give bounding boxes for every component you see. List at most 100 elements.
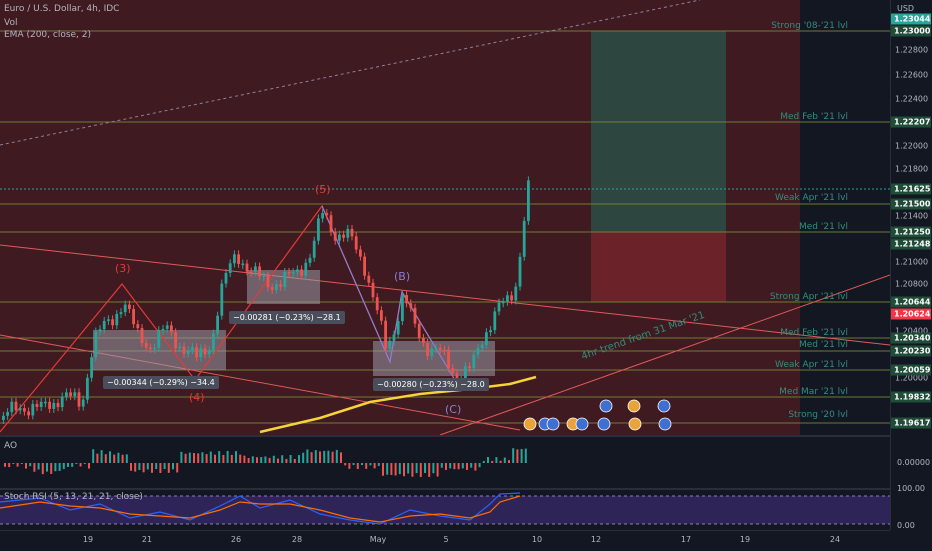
support-trendline-4hr[interactable] [439, 274, 890, 435]
candle [464, 366, 467, 380]
symbol-legend[interactable]: Euro / U.S. Dollar, 4h, IDC [4, 4, 120, 14]
event-markers[interactable] [523, 399, 672, 431]
price-tag[interactable]: 1.20644 [891, 296, 931, 308]
ao-bar [298, 455, 300, 463]
ao-bar [121, 454, 124, 463]
price-axis-label: 1.22400 [895, 94, 929, 104]
ao-bar [251, 456, 254, 463]
event-marker-icon[interactable] [627, 399, 641, 413]
resistance-trendline[interactable] [0, 244, 890, 346]
stoch-legend[interactable]: Stoch RSI (5, 13, 21, 21, close) [4, 492, 143, 502]
price-axis-label: 1.20800 [895, 279, 929, 289]
ao-bar [20, 463, 23, 464]
candle [52, 402, 56, 409]
ao-bar [104, 454, 107, 463]
ao-bar [272, 455, 275, 463]
long-trend-dashed[interactable] [0, 0, 701, 146]
candle [384, 320, 387, 349]
level-label[interactable]: Med '21 lvl [799, 340, 848, 350]
ao-bar [33, 463, 36, 472]
candle [367, 275, 371, 283]
price-scale[interactable]: USD 1.22800 1.22600 1.22400 1.22000 1.21800 1… [890, 0, 932, 530]
event-marker-icon[interactable] [657, 399, 671, 413]
candle [170, 325, 173, 333]
ao-bar [365, 463, 368, 469]
price-tag[interactable]: 1.20340 [891, 332, 931, 344]
price-tag[interactable]: 1.21500 [891, 198, 931, 210]
candle [489, 330, 492, 333]
main-chart-pane[interactable]: Euro / U.S. Dollar, 4h, IDC Vol EMA (200… [0, 0, 890, 435]
level-label[interactable]: Strong Apr '21 lvl [769, 292, 848, 302]
candle [216, 315, 219, 334]
pane-separator-2[interactable] [0, 488, 932, 490]
event-marker-icon[interactable] [628, 417, 642, 431]
level-label[interactable]: Weak Apr '21 lvl [774, 193, 848, 203]
price-tag[interactable]: 1.23044 [891, 13, 931, 25]
stoch-rsi-pane[interactable]: Stoch RSI (5, 13, 21, 21, close) [0, 490, 890, 530]
ema-200-line[interactable] [259, 375, 537, 434]
level-label[interactable]: Strong '08-'21 lvl [771, 21, 848, 31]
candle [60, 396, 64, 408]
event-marker-icon[interactable] [523, 417, 537, 431]
price-tag[interactable]: 1.23000 [891, 25, 931, 37]
price-tag[interactable]: 1.22207 [891, 116, 931, 128]
event-marker-icon[interactable] [658, 417, 672, 431]
price-tag[interactable]: 1.19832 [891, 391, 931, 403]
ao-legend[interactable]: AO [4, 441, 18, 451]
candle [413, 307, 417, 324]
ao-bar [92, 449, 95, 463]
price-tag[interactable]: 1.21248 [891, 238, 931, 250]
candle [396, 321, 400, 335]
vol-legend[interactable]: Vol [4, 18, 18, 28]
candle [291, 272, 295, 274]
price-tag[interactable]: 1.20059 [891, 364, 931, 376]
candle [317, 218, 320, 241]
level-label[interactable]: Med Mar '21 lvl [779, 387, 848, 397]
time-axis-label: 26 [230, 535, 242, 544]
ao-bar [125, 454, 128, 463]
price-tag[interactable]: 1.21250 [891, 226, 931, 238]
ao-pane[interactable]: AO [0, 437, 890, 488]
price-tag[interactable]: 1.19617 [891, 417, 931, 429]
currency-label[interactable]: USD [897, 4, 915, 13]
price-tag[interactable]: 1.20624 [891, 308, 931, 320]
candle [522, 220, 526, 257]
candle [69, 392, 72, 397]
candle [342, 234, 345, 238]
ao-bar [264, 456, 267, 463]
price-chart-canvas[interactable] [0, 0, 890, 435]
ao-bar [386, 463, 389, 475]
ema-legend[interactable]: EMA (200, close, 2) [4, 30, 92, 40]
measure-label-1[interactable]: −0.00281 (−0.23%) −28.1 [229, 311, 345, 324]
candle [233, 254, 236, 264]
level-label[interactable]: Med Feb '21 lvl [780, 112, 848, 122]
event-marker-icon[interactable] [597, 417, 611, 431]
position-profit-zone[interactable] [591, 31, 726, 232]
event-marker-icon[interactable] [575, 417, 589, 431]
ao-bar [260, 457, 263, 463]
candle [501, 301, 505, 304]
elliott-wave-purple[interactable] [321, 205, 456, 381]
ao-bar [159, 463, 162, 473]
price-tag[interactable]: 1.20230 [891, 345, 931, 357]
time-axis[interactable]: 19 21 26 28 May 5 10 12 17 19 24 [0, 530, 890, 551]
level-label[interactable]: Med '21 lvl [799, 222, 848, 232]
measure-label-3[interactable]: −0.00280 (−0.23%) −28.0 [373, 378, 489, 391]
event-marker-icon[interactable] [599, 399, 613, 413]
position-loss-zone[interactable] [591, 232, 726, 302]
candle [18, 408, 22, 411]
stoch-axis-top: 100.00 [897, 484, 925, 493]
pane-separator[interactable] [0, 435, 932, 437]
level-label[interactable]: Med Feb '21 lvl [780, 328, 848, 338]
ao-bar [88, 463, 90, 469]
price-tag[interactable]: 1.21625 [891, 183, 931, 195]
time-axis-label: 28 [291, 535, 303, 544]
ao-bar [445, 463, 447, 470]
event-marker-icon[interactable] [546, 417, 560, 431]
ao-bar [419, 463, 422, 477]
lower-trendline[interactable] [0, 334, 521, 431]
measure-label-2[interactable]: −0.00344 (−0.29%) −34.4 [103, 376, 219, 389]
level-label[interactable]: Strong '20 lvl [788, 410, 848, 420]
candle [27, 411, 30, 416]
level-label[interactable]: Weak Apr '21 lvl [774, 360, 848, 370]
